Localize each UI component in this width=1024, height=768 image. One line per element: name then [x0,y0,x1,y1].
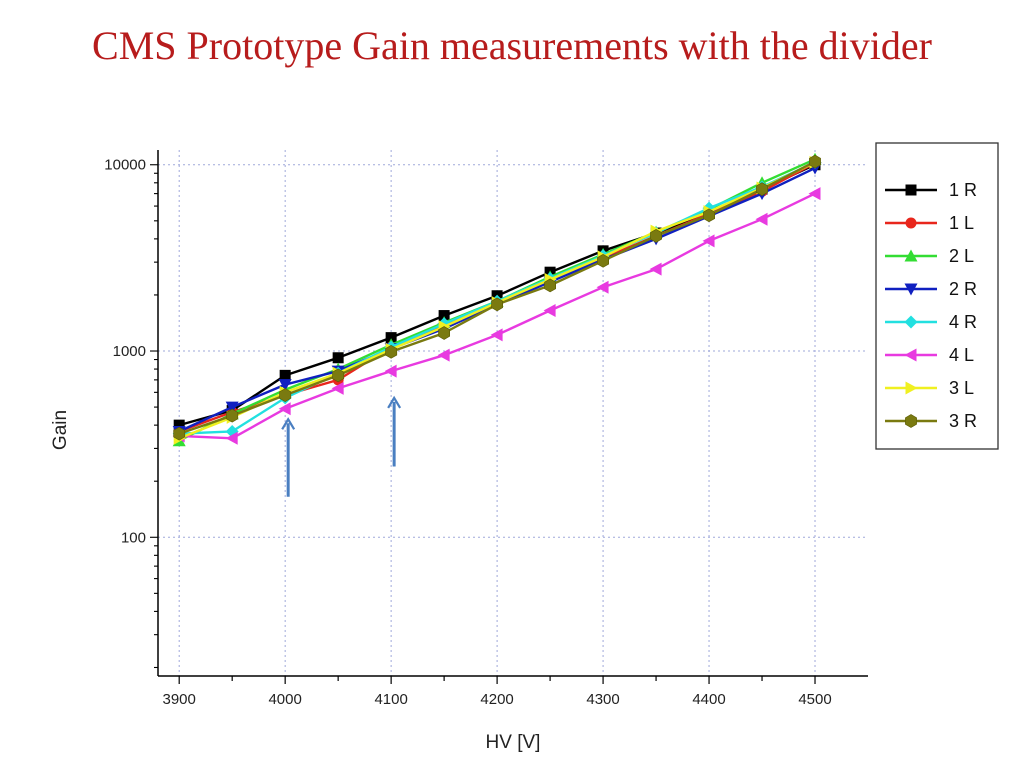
legend-box [875,142,999,450]
data-point [226,408,239,423]
data-point [544,278,557,293]
y-tick-label: 100 [121,529,146,546]
data-point [278,379,292,392]
data-point [597,253,610,268]
legend-marker [904,348,917,362]
data-point [279,369,291,381]
data-point [650,229,663,243]
legend: 1 R 1 L 2 L 2 R 4 R 4 L 3 L 3 R [875,142,999,450]
arrow-head [387,395,402,409]
legend-label: 3 R [949,411,977,431]
data-point [385,344,398,359]
x-tick-label: 4000 [268,691,301,708]
legend-item: 2 L [885,246,974,266]
legend-marker [904,283,918,296]
legend-label: 3 L [949,378,974,398]
y-tick-label: 1000 [113,343,146,360]
data-point [756,182,769,196]
data-point [279,388,292,402]
x-tick-label: 4200 [480,691,513,708]
data-point [173,419,185,431]
y-axis-title: Gain [50,410,71,450]
data-point [225,401,239,414]
annotation-arrow [387,395,402,467]
legend-label: 1 L [949,213,974,233]
legend-item: 1 R [885,180,977,200]
x-axis-title: HV [V] [486,732,541,753]
x-tick-label: 3900 [163,691,196,708]
arrow-head [281,417,296,430]
legend-marker [904,249,918,262]
data-point [491,297,504,312]
data-point [543,304,556,318]
x-tick-label: 4300 [586,691,619,708]
data-point [490,328,503,342]
data-point [596,280,609,294]
legend-label: 1 R [949,180,977,200]
data-point [331,381,344,395]
data-point [808,187,821,201]
data-point [332,368,345,383]
legend-marker [905,414,917,428]
slide-title: CMS Prototype Gain measurements with the… [92,23,932,68]
data-point [332,352,344,364]
legend-marker [905,217,917,229]
data-point [809,154,821,169]
grid-layer [158,150,868,676]
series-layer [172,152,822,447]
data-point [384,364,397,378]
data-point [438,310,450,322]
legend-label: 2 R [949,279,977,299]
legend-label: 4 L [949,345,974,365]
legend-item: 3 L [885,378,974,398]
data-point [703,208,716,223]
legend-marker [905,381,918,395]
y-tick-label: 10000 [104,157,146,174]
data-point [437,348,450,362]
legend-label: 4 R [949,312,977,332]
series-4-l [172,187,821,445]
data-point [649,262,662,276]
legend-marker [904,315,918,329]
data-point [225,431,238,445]
data-point [438,326,451,340]
legend-label: 2 L [949,246,974,266]
data-point [385,332,397,344]
legend-item: 4 R [885,312,977,332]
x-tick-label: 4100 [374,691,407,708]
legend-item: 3 R [885,411,977,431]
series-3-r [173,154,821,441]
annotation-arrow [281,417,296,497]
data-point [278,402,291,416]
annotation-arrows [281,395,402,497]
data-point [702,234,715,248]
x-tick-label: 4500 [798,691,831,708]
data-point [173,426,186,441]
legend-marker [905,184,917,196]
x-tick-label: 4400 [692,691,725,708]
axes-layer: 3900 4000 4100 4200 4300 4400 4500 100 1000 10000 [104,150,868,708]
legend-item: 1 L [885,213,974,233]
legend-item: 4 L [885,345,974,365]
legend-item: 2 R [885,279,977,299]
data-point [755,212,768,226]
